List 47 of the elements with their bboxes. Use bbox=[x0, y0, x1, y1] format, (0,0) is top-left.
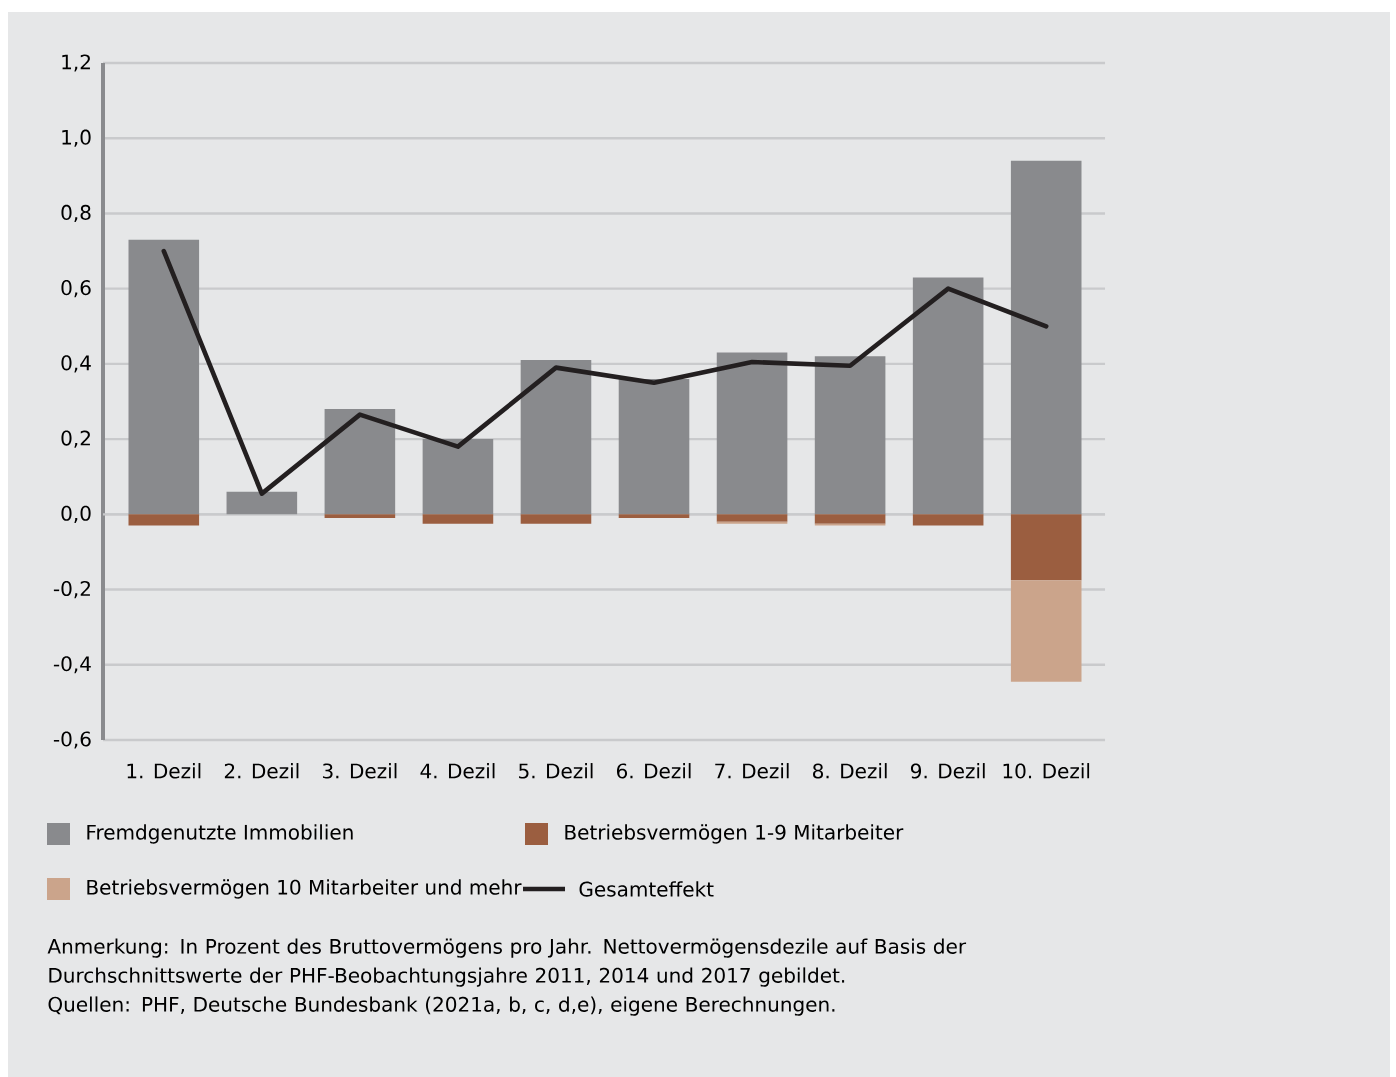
legend-label: Betriebsvermögen 10 Mitarbeiter und mehr bbox=[87, 879, 522, 899]
bar bbox=[1010, 160, 1082, 515]
y-tick-label: 1,0 bbox=[62, 129, 91, 147]
line-series bbox=[161, 248, 1049, 496]
legend-label: Gesamteffekt bbox=[579, 881, 714, 897]
x-tick-label: 1. Dezil bbox=[127, 763, 201, 779]
y-tick-label: 0,2 bbox=[61, 430, 90, 448]
bar bbox=[520, 360, 592, 515]
x-tick-label: 6. Dezil bbox=[616, 763, 691, 779]
y-tick-label: 0,8 bbox=[61, 204, 91, 223]
x-tick-label: 4. Dezil bbox=[420, 763, 495, 779]
bar bbox=[128, 239, 200, 515]
legend-label: Betriebsvermögen 1-9 Mitarbeiter bbox=[565, 824, 904, 844]
bar bbox=[324, 514, 396, 519]
y-tick-label: 0,4 bbox=[61, 355, 91, 373]
y-tick-label: 0,6 bbox=[61, 280, 91, 298]
bar bbox=[324, 409, 396, 515]
y-tick-label: -0,2 bbox=[53, 580, 90, 599]
bar bbox=[1010, 580, 1082, 682]
x-tick-label: 10. Dezil bbox=[1003, 763, 1090, 779]
y-tick-label: 0,0 bbox=[61, 505, 91, 523]
bar bbox=[618, 514, 690, 519]
y-tick-label: 1,2 bbox=[62, 54, 90, 72]
source-note: Quellen: PHF, Deutsche Bundesbank (2021a, b, c, d,e), eigene Berechnungen. bbox=[48, 996, 835, 1016]
bar bbox=[226, 491, 298, 515]
x-tick-label: 5. Dezil bbox=[519, 763, 593, 779]
x-tick-label: 2. Dezil bbox=[224, 763, 299, 779]
bar bbox=[128, 514, 200, 526]
bar bbox=[716, 352, 788, 515]
x-tick-label: 9. Dezil bbox=[910, 763, 985, 779]
y-tick-label: -0,6 bbox=[53, 731, 91, 749]
x-tick-label: 8. Dezil bbox=[813, 763, 887, 779]
bar bbox=[422, 514, 494, 524]
bar bbox=[618, 378, 690, 515]
bar bbox=[912, 277, 984, 515]
bar bbox=[716, 514, 788, 522]
y-tick-label: -0,4 bbox=[53, 656, 91, 674]
bar bbox=[1010, 514, 1082, 581]
x-tick-label: 7. Dezil bbox=[715, 763, 789, 779]
text: Anmerkung: In Prozent des Bruttovermögens pro Jahr. Nettovermögensdezile auf Basis der Durchschnittswerte der PHF-Beobachtungsjahre 2011, 2014 und 2017 gebildet. bbox=[47, 938, 967, 987]
bar bbox=[814, 514, 886, 524]
x-tick-label: 3. Dezil bbox=[322, 763, 397, 779]
legend-label: Fremdgenutzte Immobilien bbox=[87, 824, 353, 844]
bar bbox=[814, 356, 886, 515]
bar bbox=[912, 514, 984, 526]
bar bbox=[422, 439, 494, 515]
bar bbox=[520, 514, 592, 524]
